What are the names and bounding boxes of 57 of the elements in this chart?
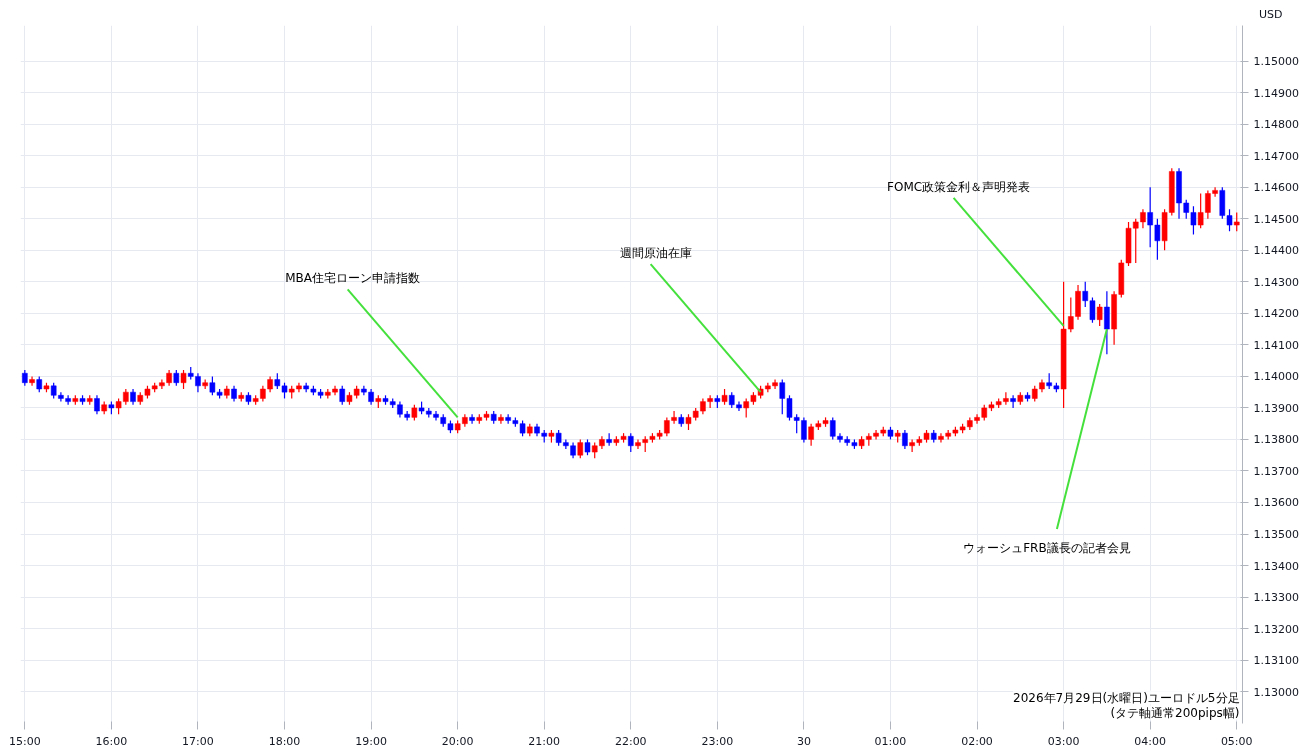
candlestick [606, 432, 612, 447]
y-tick-label: 1.13200 [1253, 622, 1299, 636]
candlestick [29, 375, 35, 387]
y-tick-label: 1.14200 [1253, 307, 1299, 321]
y-tick-label: 1.13900 [1253, 401, 1299, 415]
y-tick-label: 1.14500 [1253, 212, 1299, 226]
y-tick-label: 1.14900 [1253, 86, 1299, 100]
y-axis-title: USD [1259, 7, 1283, 21]
candlestick [1096, 303, 1103, 327]
y-tick-label: 1.13100 [1253, 654, 1299, 668]
y-tick-label: 1.14400 [1253, 244, 1299, 258]
annotation: FOMC政策金利＆声明発表 [887, 179, 1031, 194]
x-tick-label: 20:00 [441, 734, 474, 745]
y-tick-label: 1.14700 [1253, 149, 1299, 163]
y-tick-label: 1.13300 [1253, 591, 1299, 605]
annotation: 週間原油在庫 [619, 246, 692, 261]
y-tick-label: 1.13800 [1253, 433, 1299, 447]
annotation: (タテ軸通常200pips幅) [1110, 705, 1240, 720]
x-tick-label: 15:00 [8, 734, 41, 745]
y-tick-label: 1.14000 [1253, 370, 1299, 384]
candlestick [577, 438, 584, 459]
x-tick-label: 30 [796, 734, 811, 745]
x-tick-label: 16:00 [95, 734, 128, 745]
candlestick [628, 432, 634, 453]
y-tick-label: 1.14100 [1253, 338, 1299, 352]
candlestick [180, 369, 187, 390]
annotation: MBA住宅ローン申請指数 [285, 271, 421, 286]
x-tick-label: 05:00 [1220, 734, 1253, 745]
y-tick-label: 1.13500 [1253, 528, 1299, 542]
candlestick [1104, 290, 1110, 355]
candlestick [902, 429, 908, 450]
x-tick-label: 02:00 [961, 734, 993, 745]
x-tick-label: 19:00 [355, 734, 387, 745]
candlestick [94, 394, 100, 415]
x-tick-label: 22:00 [614, 734, 647, 745]
y-tick-label: 1.14800 [1253, 118, 1299, 132]
x-tick-label: 21:00 [528, 734, 561, 745]
x-tick-label: 23:00 [701, 734, 734, 745]
y-tick-label: 1.13000 [1253, 685, 1299, 699]
candlestick [1233, 211, 1240, 232]
annotation: 2026年7月29日(水曜日)ユーロドル5分足 [1013, 690, 1240, 705]
y-tick-label: 1.13600 [1253, 496, 1299, 510]
y-tick-label: 1.13400 [1253, 559, 1299, 573]
x-tick-label: 04:00 [1134, 734, 1167, 745]
annotation: ウォーシュFRB議長の記者会見 [963, 541, 1131, 556]
candlestick [469, 413, 475, 425]
x-tick-label: 17:00 [182, 734, 214, 745]
y-tick-label: 1.14300 [1253, 275, 1299, 289]
candlestick [1010, 394, 1016, 409]
x-tick-label: 03:00 [1047, 734, 1080, 745]
y-tick-label: 1.13700 [1253, 464, 1299, 478]
candlestick [498, 413, 504, 425]
x-tick-label: 18:00 [268, 734, 301, 745]
x-tick-label: 01:00 [874, 734, 907, 745]
y-tick-label: 1.15000 [1253, 55, 1299, 69]
y-tick-label: 1.14600 [1253, 181, 1299, 195]
candlestick [339, 385, 346, 406]
